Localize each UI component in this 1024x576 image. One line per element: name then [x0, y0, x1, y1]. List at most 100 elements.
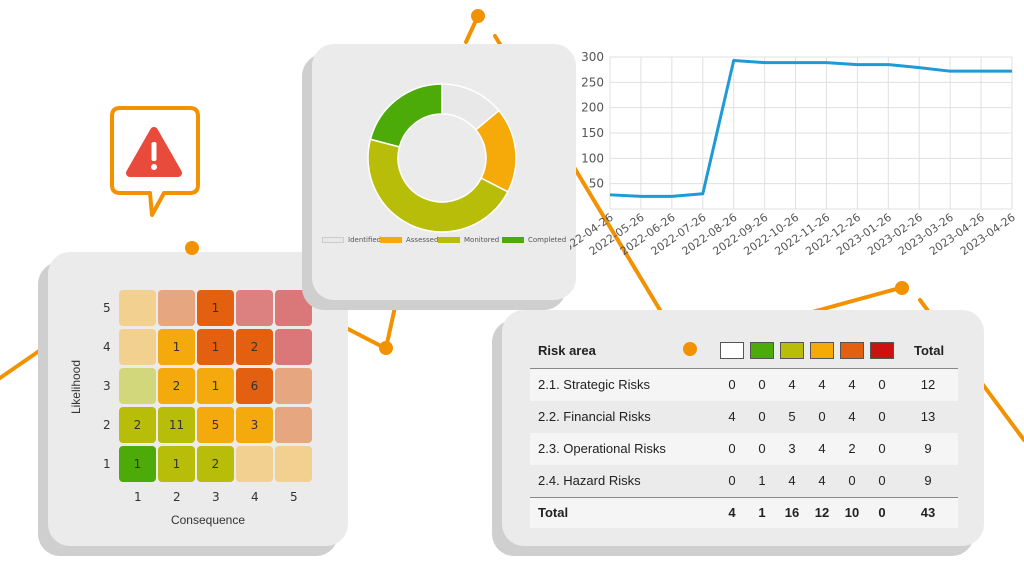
status-swatch [870, 342, 894, 359]
matrix-cell[interactable]: 5 [197, 407, 234, 443]
y-tick-label: 50 [589, 177, 604, 191]
risk-area-table: Risk area Total 2.1. Strategic Risks 0 0 4 4… [530, 334, 958, 528]
row-total: 13 [920, 409, 936, 424]
consequence-tick: 3 [212, 490, 220, 504]
likelihood-tick: 1 [103, 457, 111, 471]
status-swatch [840, 342, 864, 359]
likelihood-tick: 3 [103, 379, 111, 393]
status-count: 4 [818, 473, 826, 488]
consequence-tick: 2 [173, 490, 181, 504]
matrix-cell[interactable]: 1 [119, 446, 156, 482]
legend-swatch [502, 237, 524, 243]
risk-area-name: 2.4. Hazard Risks [538, 473, 641, 488]
table-row[interactable]: 2.3. Operational Risks 0 0 3 4 2 0 9 [530, 433, 958, 465]
matrix-cell[interactable]: 1 [197, 329, 234, 365]
matrix-cell[interactable]: 1 [158, 329, 195, 365]
y-tick-label: 300 [581, 50, 604, 64]
status-count: 0 [878, 441, 886, 456]
status-count: 1 [758, 473, 766, 488]
matrix-cell[interactable] [275, 446, 312, 482]
likelihood-tick: 2 [103, 418, 111, 432]
donut-slice-monitored[interactable] [367, 138, 509, 233]
series-line [609, 59, 1012, 198]
matrix-cell[interactable]: 3 [236, 407, 273, 443]
donut-slice-completed[interactable] [369, 83, 443, 148]
status-swatch [750, 342, 774, 359]
status-count: 0 [878, 409, 886, 424]
y-tick-label: 150 [581, 126, 604, 140]
status-count: 16 [784, 505, 800, 520]
matrix-cell[interactable]: 2 [158, 368, 195, 404]
matrix-cell[interactable]: 1 [158, 446, 195, 482]
status-count: 0 [758, 377, 766, 392]
matrix-cell[interactable]: 2 [119, 407, 156, 443]
trend-line-chart: 300250200150100502022-04-262022-05-26202… [570, 50, 1018, 258]
legend-assessed: Assessed [380, 236, 438, 244]
matrix-cell[interactable]: 11 [158, 407, 195, 443]
status-count: 0 [758, 441, 766, 456]
matrix-cell[interactable] [119, 290, 156, 326]
matrix-cell[interactable]: 6 [236, 368, 273, 404]
table-header: Risk area Total [530, 334, 958, 369]
matrix-cell[interactable] [236, 446, 273, 482]
status-swatch [720, 342, 744, 359]
legend-identified: Identified [322, 236, 381, 244]
header-total: Total [914, 343, 945, 358]
row-total: 9 [924, 441, 932, 456]
legend-swatch [380, 237, 402, 243]
matrix-cell[interactable] [158, 290, 195, 326]
accent-dot [471, 9, 485, 23]
status-count: 0 [878, 377, 886, 392]
matrix-cell[interactable] [275, 290, 312, 326]
matrix-cell[interactable] [275, 368, 312, 404]
status-count: 0 [728, 377, 736, 392]
donut-legend: Identified Assessed Monitored Completed [322, 236, 568, 248]
header-risk-area: Risk area [538, 343, 596, 358]
status-count: 0 [818, 409, 826, 424]
status-count: 4 [728, 409, 736, 424]
donut-chart [367, 83, 517, 233]
status-count: 3 [788, 441, 796, 456]
status-count: 4 [728, 505, 736, 520]
row-total: 43 [920, 505, 936, 520]
status-count: 0 [878, 473, 886, 488]
status-count: 4 [848, 377, 856, 392]
status-count: 4 [848, 409, 856, 424]
y-tick-label: 250 [581, 75, 604, 89]
table-footer: Total 4 1 16 12 10 0 43 [530, 497, 958, 528]
matrix-cell[interactable]: 2 [197, 446, 234, 482]
consequence-tick: 1 [134, 490, 142, 504]
matrix-cell[interactable]: 1 [197, 290, 234, 326]
matrix-cell[interactable] [275, 407, 312, 443]
status-count: 4 [788, 473, 796, 488]
table-row[interactable]: 2.2. Financial Risks 4 0 5 0 4 0 13 [530, 401, 958, 433]
y-tick-label: 200 [581, 101, 604, 115]
status-count: 5 [788, 409, 796, 424]
likelihood-label: Likelihood [69, 359, 83, 415]
accent-dot [379, 341, 393, 355]
row-total: 9 [924, 473, 932, 488]
alert-callout [110, 106, 200, 217]
status-swatch [810, 342, 834, 359]
consequence-tick: 4 [251, 490, 259, 504]
accent-dot [895, 281, 909, 295]
likelihood-tick: 4 [103, 340, 111, 354]
status-count: 10 [844, 505, 860, 520]
y-tick-label: 100 [581, 151, 604, 165]
risk-area-name: Total [538, 505, 569, 520]
status-count: 0 [848, 473, 856, 488]
matrix-cell[interactable] [119, 329, 156, 365]
matrix-cell[interactable]: 1 [197, 368, 234, 404]
table-row[interactable]: 2.1. Strategic Risks 0 0 4 4 4 0 12 [530, 369, 958, 401]
legend-swatch [322, 237, 344, 243]
risk-area-name: 2.1. Strategic Risks [538, 377, 650, 392]
consequence-tick: 5 [290, 490, 298, 504]
table-row[interactable]: 2.4. Hazard Risks 0 1 4 4 0 0 9 [530, 465, 958, 497]
risk-area-name: 2.2. Financial Risks [538, 409, 651, 424]
matrix-cell[interactable] [275, 329, 312, 365]
status-count: 4 [818, 377, 826, 392]
status-count: 4 [818, 441, 826, 456]
matrix-cell[interactable] [119, 368, 156, 404]
matrix-cell[interactable] [236, 290, 273, 326]
matrix-cell[interactable]: 2 [236, 329, 273, 365]
